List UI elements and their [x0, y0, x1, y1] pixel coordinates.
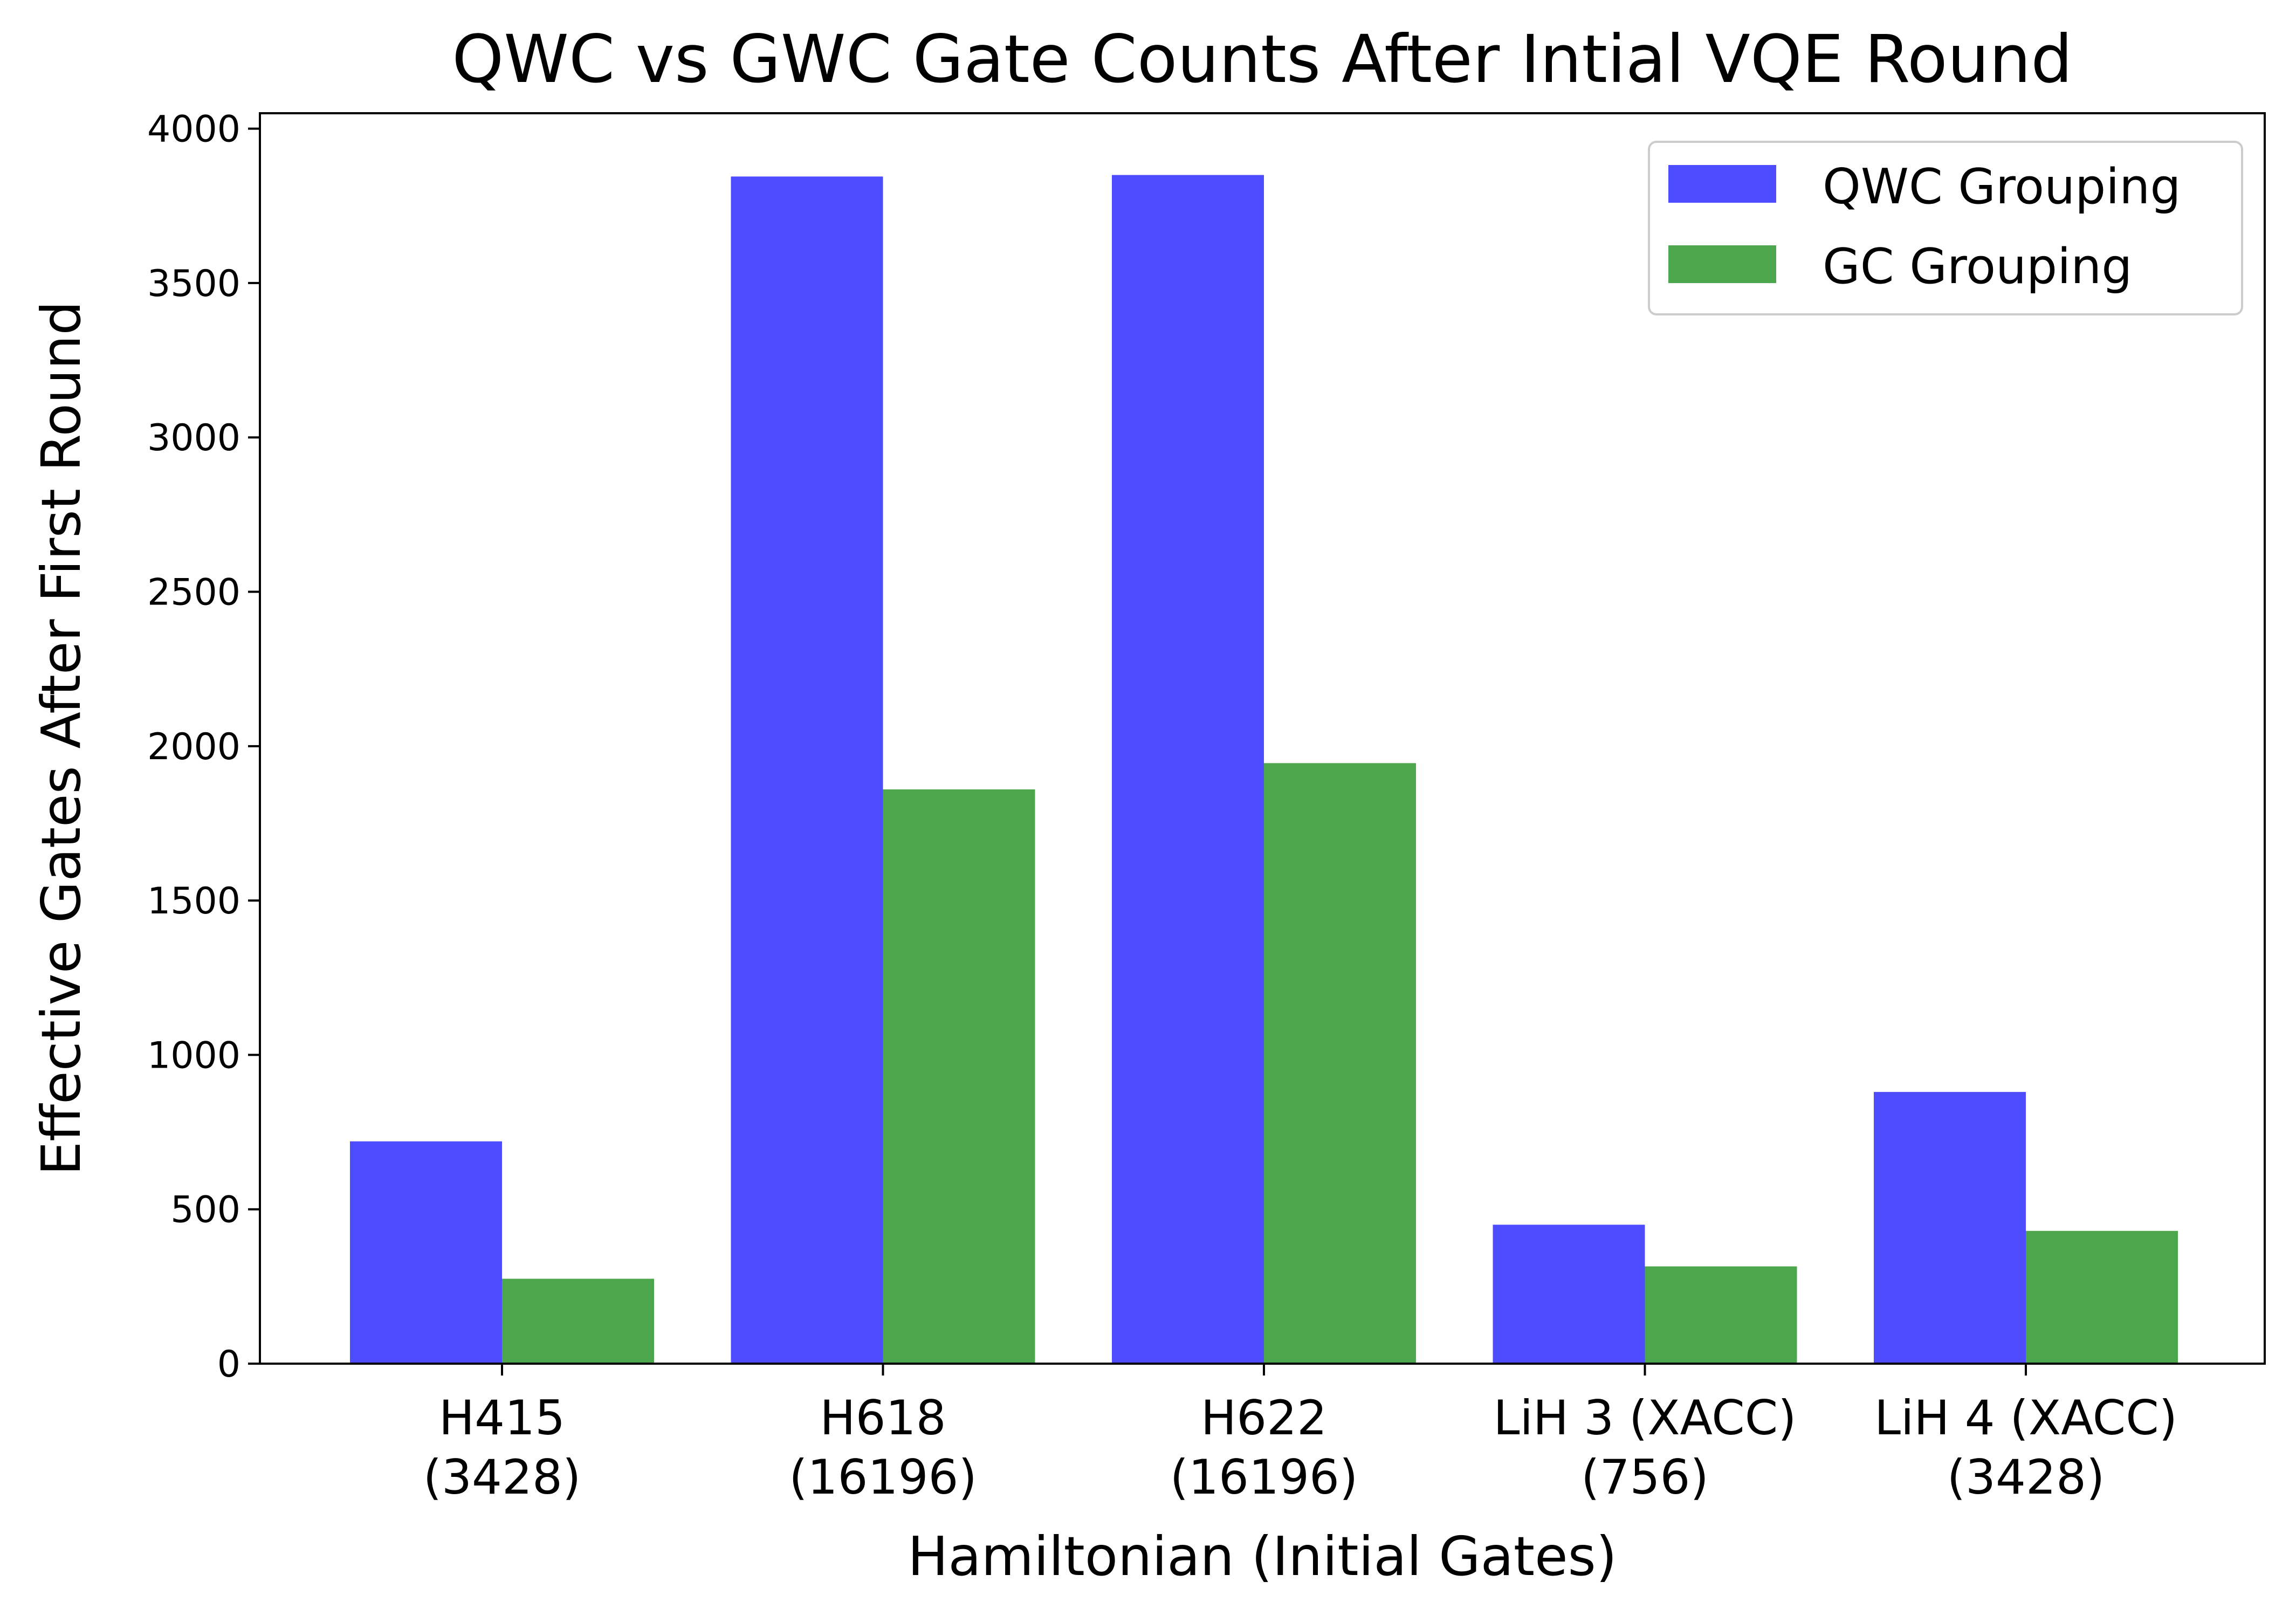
bar-gc-lih-3-xacc — [1645, 1266, 1797, 1364]
plot-frame — [259, 112, 2266, 1365]
chart-title: QWC vs GWC Gate Counts After Intial VQE … — [452, 21, 2073, 98]
bar-gc-h415 — [502, 1278, 654, 1364]
y-tick-label: 500 — [170, 1189, 240, 1232]
bar-qwc-lih-4-xacc — [1874, 1092, 2026, 1364]
legend-swatch-qwc — [1668, 165, 1776, 203]
y-tick-label: 1000 — [147, 1034, 240, 1077]
x-tick-sublabel: (3428) — [423, 1449, 581, 1505]
x-tick-label: H618 — [820, 1390, 946, 1446]
bar-gc-h618 — [883, 789, 1035, 1364]
y-tick-label: 1500 — [147, 880, 240, 923]
bar-qwc-lih-3-xacc — [1493, 1225, 1645, 1364]
y-tick-label: 0 — [217, 1343, 240, 1386]
y-tick-label: 3000 — [147, 417, 240, 459]
bar-gc-lih-4-xacc — [2026, 1230, 2178, 1364]
y-axis-label: Effective Gates After First Round — [30, 301, 93, 1175]
y-tick-label: 2500 — [147, 572, 240, 614]
x-tick-label: LiH 3 (XACC) — [1493, 1390, 1796, 1446]
legend: QWC Grouping GC Grouping — [1648, 141, 2243, 315]
legend-swatch-gc — [1668, 245, 1776, 283]
bar-qwc-h618 — [731, 176, 883, 1364]
x-tick-sublabel: (16196) — [789, 1449, 977, 1505]
y-axis: 0 500 1000 1500 2000 2500 3000 3500 4000 — [147, 108, 260, 1386]
x-axis-label: Hamiltonian (Initial Gates) — [908, 1525, 1617, 1588]
bar-gc-h622 — [1264, 763, 1416, 1364]
y-tick-label: 2000 — [147, 726, 240, 768]
x-tick-sublabel: (16196) — [1170, 1449, 1358, 1505]
x-axis: H415(3428)H618(16196)H622(16196)LiH 3 (X… — [423, 1364, 2177, 1505]
x-tick-sublabel: (756) — [1581, 1449, 1709, 1505]
legend-label-qwc: QWC Grouping — [1823, 159, 2181, 215]
x-tick-label: H415 — [439, 1390, 565, 1446]
bar-qwc-h622 — [1112, 175, 1264, 1364]
legend-box — [1648, 141, 2243, 315]
bars — [350, 175, 2178, 1364]
legend-label-gc: GC Grouping — [1823, 238, 2132, 295]
x-tick-sublabel: (3428) — [1947, 1449, 2105, 1505]
x-tick-label: LiH 4 (XACC) — [1874, 1390, 2177, 1446]
y-tick-label: 3500 — [147, 263, 240, 305]
x-tick-label: H622 — [1201, 1390, 1327, 1446]
bar-qwc-h415 — [350, 1141, 502, 1364]
y-tick-label: 4000 — [147, 108, 240, 151]
